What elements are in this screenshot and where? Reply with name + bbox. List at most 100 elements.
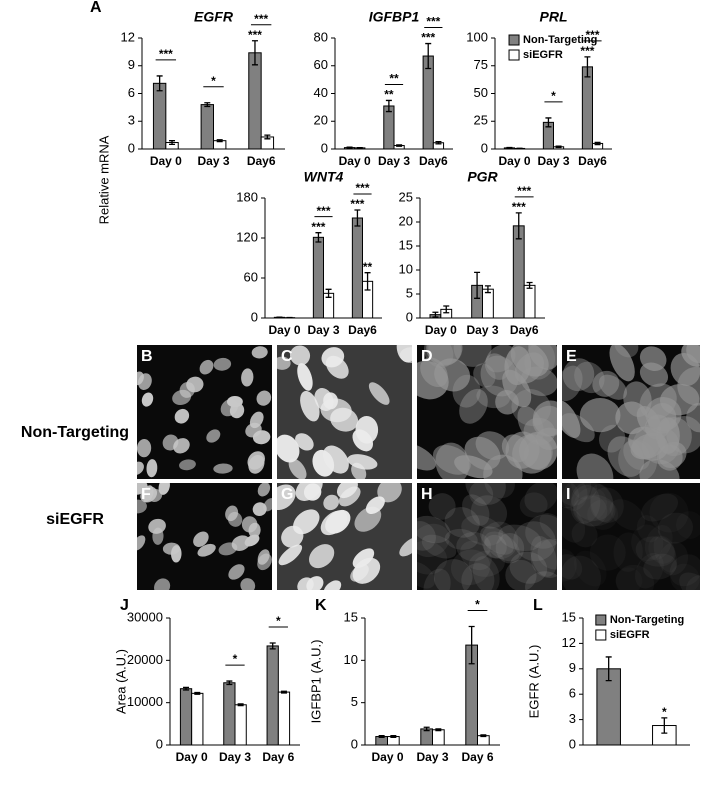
- chart-title: WNT4: [304, 169, 344, 185]
- x-tick-label: Day 3: [219, 750, 251, 764]
- x-tick-label: Day 0: [268, 323, 300, 337]
- error-bar: [194, 691, 201, 695]
- error-bar: [226, 680, 233, 686]
- cells: [562, 483, 700, 590]
- cell: [146, 459, 158, 478]
- x-tick-label: Day6: [510, 323, 539, 337]
- cell: [277, 356, 291, 370]
- significance: *: [551, 89, 556, 103]
- bar: [432, 729, 445, 746]
- cell: [399, 347, 412, 363]
- cell: [643, 553, 677, 580]
- cell: [247, 451, 265, 470]
- image-background: [417, 483, 557, 590]
- cell: [152, 527, 164, 545]
- cell: [570, 484, 601, 524]
- image-label: E: [566, 348, 577, 365]
- cell: [571, 483, 614, 521]
- cell: [154, 578, 171, 590]
- significance: ***: [316, 204, 330, 218]
- x-tick-label: Day 0: [150, 154, 182, 168]
- image-label: D: [421, 348, 433, 365]
- bar: [191, 692, 204, 746]
- cell: [162, 542, 180, 555]
- cell: [530, 536, 557, 577]
- x-tick-label: Day 6: [461, 750, 493, 764]
- error-bar: [356, 146, 363, 149]
- y-tick-label: 15: [344, 609, 358, 624]
- x-tick-label: Day 3: [416, 750, 448, 764]
- significance: ***: [426, 15, 440, 29]
- significance: ***: [517, 184, 531, 198]
- cell: [297, 363, 313, 391]
- cell: [614, 345, 639, 358]
- error-bar: [526, 281, 533, 289]
- cell: [453, 345, 492, 367]
- cell: [141, 392, 154, 407]
- cell: [670, 563, 700, 590]
- y-axis-label: EGFR (A.U.): [526, 645, 541, 719]
- cell: [249, 411, 264, 429]
- y-tick-label: 12: [121, 29, 135, 44]
- cell: [562, 506, 586, 543]
- micrograph: B: [137, 345, 272, 479]
- cell: [598, 374, 628, 400]
- significance: ***: [350, 197, 364, 211]
- cell: [256, 390, 272, 406]
- bar: [422, 55, 434, 150]
- cell: [218, 542, 238, 556]
- cells: [562, 345, 700, 479]
- cell: [571, 521, 598, 548]
- cell: [613, 532, 643, 572]
- cell: [444, 528, 478, 550]
- significance: ***: [585, 28, 599, 42]
- cell: [352, 548, 375, 568]
- significance: ***: [248, 28, 262, 42]
- y-tick-label: 20000: [127, 652, 163, 667]
- cell: [137, 483, 148, 495]
- cell: [676, 511, 700, 539]
- y-tick-label: 6: [128, 85, 135, 100]
- cell: [598, 424, 626, 453]
- cell: [228, 564, 245, 580]
- image-label: C: [281, 348, 293, 365]
- bar: [523, 284, 536, 319]
- y-tick-label: 20: [399, 213, 413, 228]
- cell: [461, 563, 495, 590]
- x-tick-label: Day 3: [307, 323, 339, 337]
- panel-label: J: [120, 597, 129, 614]
- error-bar: [594, 141, 601, 146]
- cell: [483, 534, 507, 559]
- bar: [383, 105, 395, 150]
- cell: [179, 459, 196, 471]
- cell: [460, 540, 492, 571]
- cell: [137, 438, 152, 458]
- cell: [248, 522, 261, 538]
- cell: [162, 434, 179, 451]
- x-tick-label: Day6: [578, 154, 607, 168]
- cell: [576, 495, 608, 527]
- cell: [495, 533, 525, 564]
- error-bar: [468, 625, 475, 665]
- bar: [312, 236, 324, 319]
- x-tick-label: Day6: [247, 154, 276, 168]
- cell: [635, 536, 676, 567]
- bar: [248, 52, 262, 150]
- cell: [514, 352, 545, 384]
- error-bar: [555, 145, 562, 149]
- cell: [576, 453, 614, 479]
- legend-swatch: [595, 614, 607, 626]
- cell: [623, 439, 651, 470]
- cells: [137, 483, 272, 590]
- cell: [435, 442, 470, 479]
- cell: [320, 398, 352, 423]
- y-axis-label: IGFBP1 (A.U.): [308, 640, 323, 724]
- cell: [257, 483, 271, 497]
- cell: [537, 538, 557, 570]
- image-label: H: [421, 486, 433, 503]
- significance: ***: [311, 220, 325, 234]
- y-tick-label: 180: [236, 189, 258, 204]
- significance: ***: [512, 200, 526, 214]
- significance: *: [475, 598, 480, 612]
- x-tick-label: Day6: [419, 154, 448, 168]
